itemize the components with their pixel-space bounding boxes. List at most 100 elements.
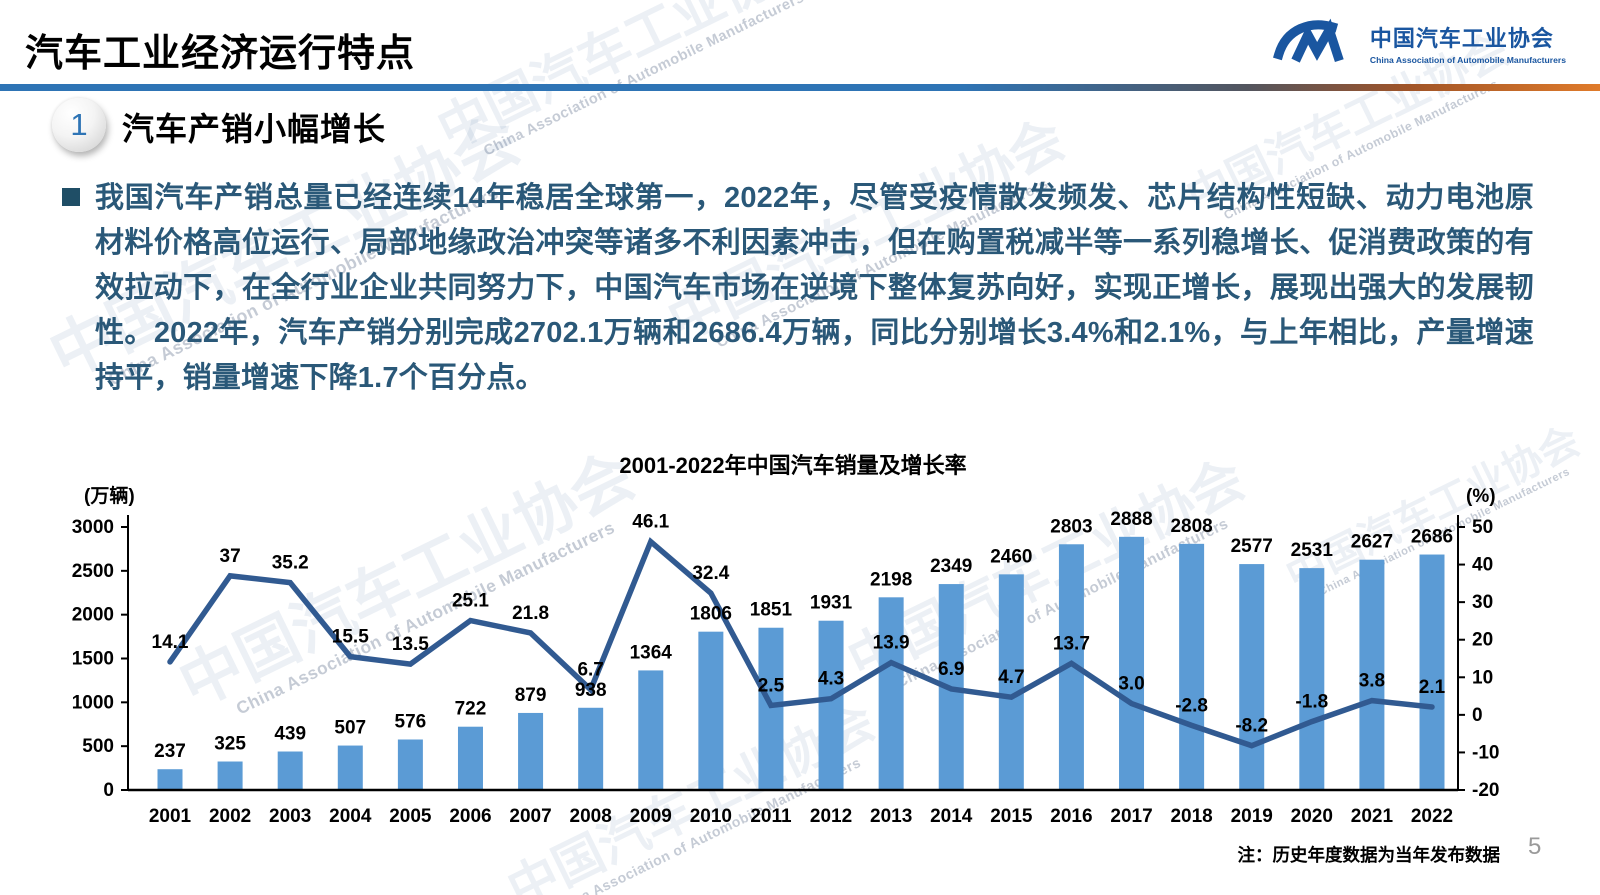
bar-2021 bbox=[1359, 559, 1385, 790]
x-tick-label: 2007 bbox=[509, 806, 551, 827]
line-label: 4.3 bbox=[818, 669, 844, 690]
bar-label: 325 bbox=[214, 734, 246, 755]
bar-label: 1851 bbox=[750, 600, 793, 621]
bar-2008 bbox=[578, 707, 604, 790]
x-tick-label: 2004 bbox=[329, 806, 372, 827]
x-tick-label: 2011 bbox=[750, 806, 792, 827]
header-divider bbox=[0, 84, 1600, 91]
line-label: 37 bbox=[220, 546, 241, 567]
bar-label: 439 bbox=[274, 724, 306, 745]
bar-label: 1931 bbox=[810, 593, 853, 614]
line-label: 14.1 bbox=[152, 632, 189, 653]
left-axis-unit: (万辆) bbox=[84, 484, 135, 507]
bar-label: 2460 bbox=[990, 546, 1032, 567]
line-label: 15.5 bbox=[332, 627, 369, 648]
x-tick-label: 2013 bbox=[870, 806, 912, 827]
x-tick-label: 2010 bbox=[690, 806, 732, 827]
x-tick-label: 2015 bbox=[990, 806, 1033, 827]
right-axis-unit: (%) bbox=[1466, 486, 1496, 507]
left-tick-label: 1000 bbox=[72, 692, 114, 713]
right-tick-label: 0 bbox=[1472, 705, 1483, 726]
right-tick-label: 20 bbox=[1472, 630, 1493, 651]
bar-2010 bbox=[698, 631, 724, 790]
bar-label: 2349 bbox=[930, 556, 972, 577]
x-tick-label: 2006 bbox=[449, 806, 491, 827]
line-label: 13.7 bbox=[1053, 633, 1090, 654]
logo-name: 中国汽车工业协会 bbox=[1369, 26, 1554, 51]
page-number: 5 bbox=[1528, 833, 1542, 860]
page-title: 汽车工业经济运行特点 bbox=[25, 33, 416, 75]
bar-2017 bbox=[1119, 536, 1145, 790]
logo-subtitle: China Association of Automobile Manufact… bbox=[1369, 55, 1566, 65]
x-tick-label: 2021 bbox=[1351, 806, 1394, 827]
line-label: 3.0 bbox=[1118, 674, 1144, 695]
line-label: 6.9 bbox=[938, 659, 964, 680]
bar-2003 bbox=[277, 751, 303, 790]
line-label: -8.2 bbox=[1235, 716, 1268, 737]
x-tick-label: 2014 bbox=[930, 806, 973, 827]
bar-label: 2808 bbox=[1170, 516, 1212, 537]
x-tick-label: 2002 bbox=[209, 806, 251, 827]
bar-2013 bbox=[878, 597, 904, 790]
line-label: -2.8 bbox=[1175, 695, 1208, 716]
bar-label: 2198 bbox=[870, 569, 912, 590]
bar-2009 bbox=[638, 670, 664, 790]
bar-2004 bbox=[337, 745, 363, 790]
bar-2015 bbox=[998, 574, 1024, 790]
right-tick-label: 40 bbox=[1472, 555, 1493, 576]
bar-label: 1364 bbox=[630, 642, 673, 663]
line-label: 6.7 bbox=[577, 660, 603, 681]
line-label: 2.1 bbox=[1419, 677, 1446, 698]
line-label: 32.4 bbox=[692, 563, 729, 584]
x-tick-label: 2003 bbox=[269, 806, 311, 827]
right-tick-label: 10 bbox=[1472, 667, 1493, 688]
line-label: 25.1 bbox=[452, 591, 489, 612]
line-label: 13.5 bbox=[392, 634, 429, 655]
line-label: 35.2 bbox=[272, 553, 309, 574]
section-number-badge: 1 bbox=[52, 98, 106, 152]
x-tick-label: 2022 bbox=[1411, 806, 1453, 827]
bar-label: 1806 bbox=[690, 604, 732, 625]
right-tick-label: 50 bbox=[1472, 517, 1493, 538]
x-tick-label: 2018 bbox=[1170, 806, 1212, 827]
right-tick-label: 30 bbox=[1472, 592, 1493, 613]
bar-label: 2531 bbox=[1291, 540, 1334, 561]
bar-2012 bbox=[818, 620, 844, 790]
footnote: 注：历史年度数据为当年发布数据 bbox=[1237, 845, 1501, 865]
left-tick-label: 500 bbox=[82, 736, 114, 757]
bar-2007 bbox=[518, 712, 544, 790]
body-paragraph: 我国汽车产销总量已经连续14年稳居全球第一，2022年，尽管受疫情散发频发、芯片… bbox=[95, 182, 1534, 394]
section-heading: 汽车产销小幅增长 bbox=[122, 111, 387, 147]
right-tick-label: -20 bbox=[1472, 780, 1499, 801]
bar-label: 2577 bbox=[1231, 536, 1273, 557]
bar-label: 507 bbox=[334, 718, 366, 739]
bar-label: 2627 bbox=[1351, 532, 1393, 553]
line-label: -1.8 bbox=[1295, 692, 1328, 713]
bar-label: 879 bbox=[515, 685, 547, 706]
bar-2006 bbox=[457, 726, 483, 790]
line-label: 46.1 bbox=[632, 512, 669, 533]
line-label: 4.7 bbox=[998, 667, 1024, 688]
x-tick-label: 2005 bbox=[389, 806, 432, 827]
bar-2005 bbox=[397, 739, 423, 790]
bar-label: 938 bbox=[575, 680, 607, 701]
left-tick-label: 0 bbox=[103, 780, 114, 801]
sales-growth-chart: 30002500200015001000500050403020100-10-2… bbox=[72, 484, 1500, 827]
left-tick-label: 1500 bbox=[72, 649, 114, 670]
line-label: 21.8 bbox=[512, 603, 549, 624]
bar-label: 722 bbox=[455, 699, 487, 720]
bar-2019 bbox=[1239, 564, 1265, 790]
x-tick-label: 2020 bbox=[1291, 806, 1333, 827]
caam-logo: 中国汽车工业协会 China Association of Automobile… bbox=[1268, 16, 1566, 70]
x-tick-label: 2009 bbox=[630, 806, 672, 827]
right-tick-label: -10 bbox=[1472, 742, 1499, 763]
bar-label: 2803 bbox=[1050, 516, 1092, 537]
growth-line bbox=[167, 537, 1435, 749]
x-tick-label: 2012 bbox=[810, 806, 852, 827]
left-tick-label: 2000 bbox=[72, 605, 114, 626]
bar-label: 2888 bbox=[1110, 509, 1152, 530]
bar-label: 2686 bbox=[1411, 527, 1453, 548]
bar-2020 bbox=[1299, 568, 1325, 790]
section-number: 1 bbox=[70, 107, 88, 142]
